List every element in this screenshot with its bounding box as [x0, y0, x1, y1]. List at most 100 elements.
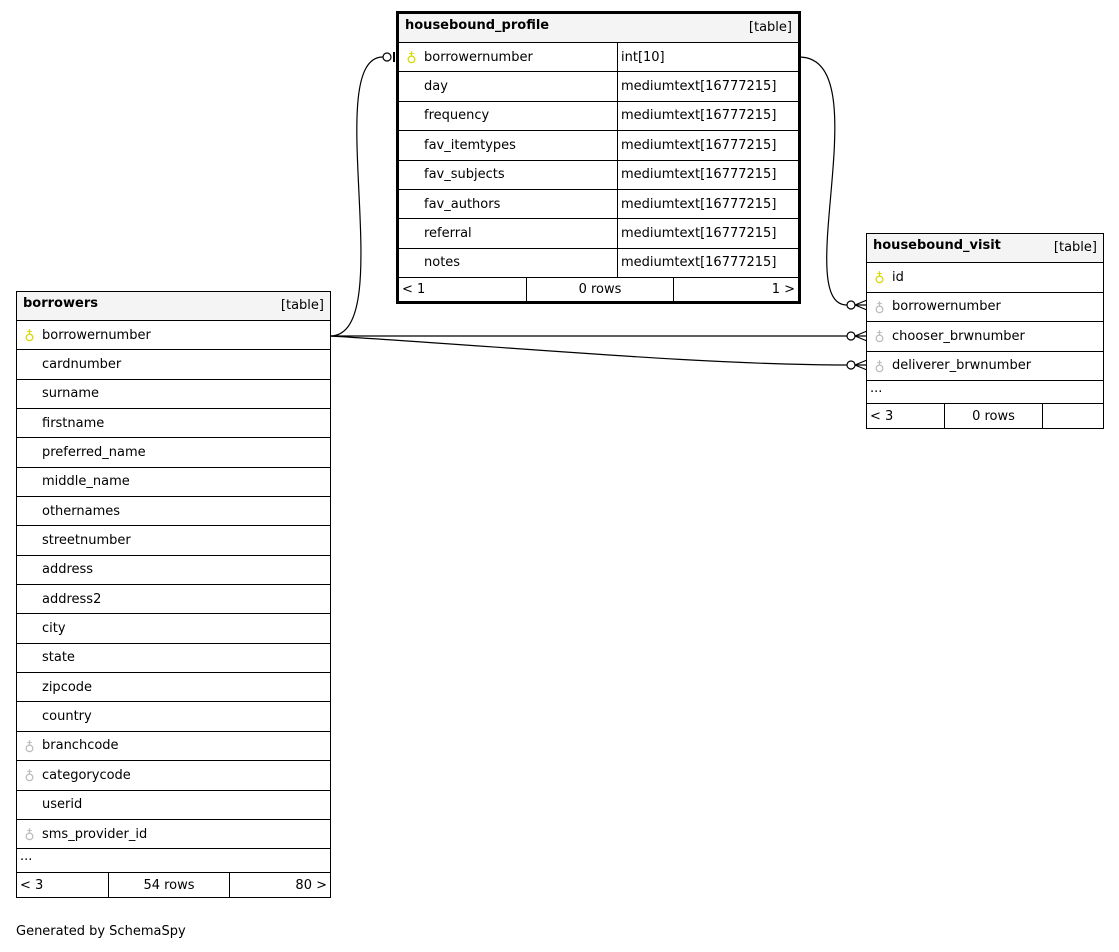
more-columns: ... [17, 849, 330, 874]
zero-marker [382, 52, 392, 62]
column-name: address2 [42, 591, 102, 607]
column-type: mediumtext[16777215] [617, 248, 798, 278]
column-name: address [42, 562, 94, 578]
edge-borrowers-visit-deliverer [329, 335, 848, 366]
foreign-key-icon: ♀ [24, 767, 35, 784]
column-row[interactable]: cardnumber [17, 350, 330, 380]
children-link[interactable]: 80 > [295, 877, 327, 893]
edge-borrowers-housebound-profile [329, 56, 384, 337]
column-name: firstname [42, 415, 105, 431]
column-type: mediumtext[16777215] [617, 72, 798, 101]
more-columns: ... [867, 381, 1103, 404]
parents-link[interactable]: < 1 [402, 282, 426, 298]
table-housebound-visit[interactable]: housebound_visit [table] ♀ id ♀ borrowernumbe… [866, 233, 1104, 429]
column-name: chooser_brwnumber [892, 328, 1025, 344]
column-row[interactable]: fav_subjects mediumtext[16777215] [399, 160, 798, 190]
column-row[interactable]: ♀ branchcode [17, 732, 330, 762]
column-name: notes [424, 255, 461, 271]
column-name: middle_name [42, 474, 130, 490]
foreign-key-icon: ♀ [874, 328, 885, 345]
column-row[interactable]: surname [17, 380, 330, 410]
column-type: mediumtext[16777215] [617, 219, 798, 248]
column-name: othernames [42, 503, 121, 519]
column-row[interactable]: ♀ id [867, 263, 1103, 293]
column-row[interactable]: ♀ borrowernumber [867, 293, 1103, 322]
column-row[interactable]: preferred_name [17, 438, 330, 468]
column-row[interactable]: middle_name [17, 468, 330, 498]
column-row[interactable]: referral mediumtext[16777215] [399, 219, 798, 249]
column-row[interactable]: ♀ categorycode [17, 761, 330, 791]
column-row[interactable]: userid [17, 791, 330, 820]
column-name: cardnumber [42, 357, 122, 373]
column-row[interactable]: streetnumber [17, 526, 330, 556]
column-row[interactable]: fav_itemtypes mediumtext[16777215] [399, 131, 798, 161]
table-borrowers[interactable]: borrowers [table] ♀ borrowernumber cardnumbe… [16, 291, 331, 899]
primary-key-icon: ♀ [874, 269, 885, 286]
column-name: surname [42, 386, 99, 402]
column-name: fav_itemtypes [424, 137, 516, 153]
column-name: zipcode [42, 679, 93, 695]
column-name: preferred_name [42, 445, 146, 461]
column-name: referral [424, 226, 472, 242]
table-name: housebound_visit [873, 238, 1001, 253]
column-name: categorycode [42, 767, 131, 783]
table-footer: < 3 54 rows 80 > [17, 873, 330, 898]
parents-link[interactable]: < 3 [870, 408, 894, 424]
column-row[interactable]: notes mediumtext[16777215] [399, 248, 798, 279]
table-housebound-profile[interactable]: housebound_profile [table] ♀ borrowernumber… [396, 11, 801, 305]
column-name: id [892, 269, 904, 285]
column-row[interactable]: ♀ borrowernumber [17, 321, 330, 351]
column-name: branchcode [42, 738, 119, 754]
column-row[interactable]: ♀ borrowernumber int[10] [399, 43, 798, 73]
table-name: borrowers [23, 296, 98, 311]
column-name: state [42, 650, 75, 666]
generated-by-label: Generated by SchemaSpy [16, 924, 186, 939]
table-footer: < 1 0 rows 1 > [399, 278, 798, 302]
foreign-key-icon: ♀ [24, 826, 35, 843]
column-row[interactable]: firstname [17, 409, 330, 439]
column-name: sms_provider_id [42, 826, 148, 842]
column-name: city [42, 621, 66, 637]
crows-foot-borrowernumber [846, 299, 868, 311]
column-name: borrowernumber [424, 49, 533, 65]
column-row[interactable]: day mediumtext[16777215] [399, 72, 798, 102]
column-name: borrowernumber [892, 299, 1001, 315]
column-type: int[10] [617, 43, 798, 72]
column-name: borrowernumber [42, 327, 151, 343]
table-header: borrowers [table] [17, 292, 330, 321]
column-name: day [424, 79, 448, 95]
column-row[interactable]: frequency mediumtext[16777215] [399, 101, 798, 132]
column-type: mediumtext[16777215] [617, 131, 798, 160]
table-kind: [table] [280, 298, 324, 313]
column-row[interactable]: country [17, 702, 330, 732]
table-header: housebound_profile [table] [399, 14, 798, 43]
column-type: mediumtext[16777215] [617, 101, 798, 131]
column-row[interactable]: address2 [17, 585, 330, 615]
column-row[interactable]: othernames [17, 497, 330, 527]
column-row[interactable]: ♀ deliverer_brwnumber [867, 352, 1103, 381]
column-row[interactable]: ♀ chooser_brwnumber [867, 322, 1103, 352]
row-count: 54 rows [108, 873, 230, 898]
parents-link[interactable]: < 3 [20, 877, 44, 893]
table-kind: [table] [1053, 240, 1097, 255]
column-type: mediumtext[16777215] [617, 189, 798, 219]
crows-foot-chooser [846, 330, 868, 342]
column-row[interactable]: address [17, 556, 330, 586]
primary-key-icon: ♀ [406, 49, 417, 66]
column-row[interactable]: fav_authors mediumtext[16777215] [399, 189, 798, 220]
row-count: 0 rows [944, 404, 1043, 428]
column-type: mediumtext[16777215] [617, 160, 798, 189]
edge-profile-visit-borrowernumber [798, 56, 848, 306]
column-row[interactable]: state [17, 644, 330, 674]
column-name: deliverer_brwnumber [892, 358, 1032, 374]
column-row[interactable]: city [17, 614, 330, 644]
column-row[interactable]: zipcode [17, 673, 330, 703]
children-link[interactable] [1043, 404, 1103, 428]
table-footer: < 3 0 rows [867, 404, 1103, 428]
table-header: housebound_visit [table] [867, 234, 1103, 263]
children-link[interactable]: 1 > [771, 282, 795, 298]
foreign-key-icon: ♀ [24, 737, 35, 754]
column-name: fav_authors [424, 196, 501, 212]
column-row[interactable]: ♀ sms_provider_id [17, 820, 330, 850]
